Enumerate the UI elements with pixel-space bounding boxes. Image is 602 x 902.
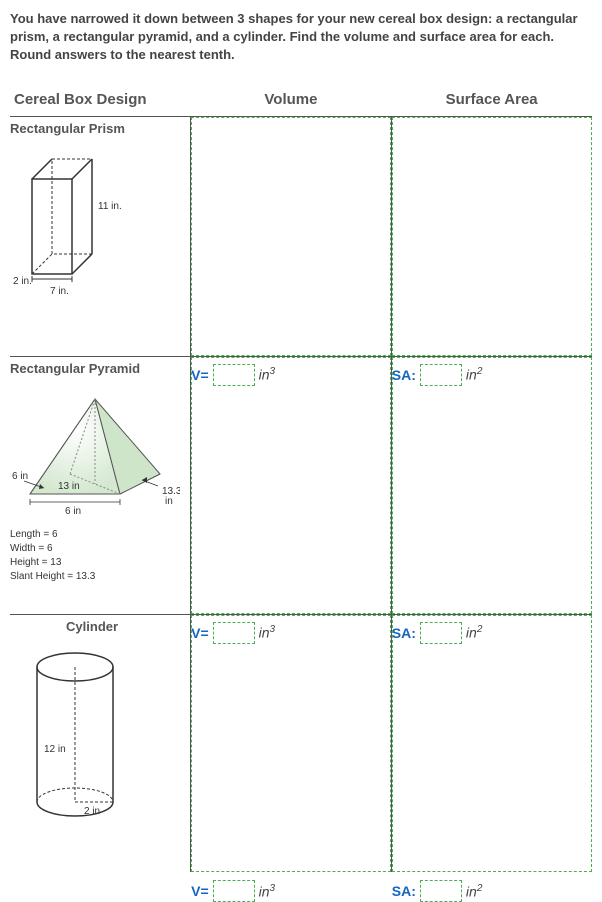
pyramid-dims-list: Length = 6 Width = 6 Height = 13 Slant H… [10,528,190,584]
prism-depth-label: 2 in. [13,276,32,287]
pyramid-slant-txt: Slant Height = 13.3 [10,570,190,584]
v-unit: in3 [259,883,275,900]
header-design: Cereal Box Design [10,83,191,117]
header-surface-area: Surface Area [391,83,592,117]
cylinder-height-label: 12 in [44,744,66,755]
sa-unit: in2 [466,883,482,900]
pyramid-side-b-label: 6 in [65,506,81,517]
prism-diagram: 11 in. 2 in. 7 in. [10,144,160,304]
prism-sa-workbox[interactable] [392,117,592,356]
prism-volume-workbox[interactable] [191,117,391,356]
header-row: Cereal Box Design Volume Surface Area [10,83,592,117]
cylinder-sa-input[interactable] [420,880,462,902]
pyramid-sa-workbox[interactable] [392,357,592,614]
instructions-text: You have narrowed it down between 3 shap… [10,10,592,65]
pyramid-title: Rectangular Pyramid [10,361,190,376]
prism-height-label: 11 in. [98,201,122,212]
prism-width-label: 7 in. [50,286,69,297]
cylinder-title: Cylinder [10,619,190,634]
cylinder-radius-label: 2 in [84,806,100,817]
cylinder-diagram: 12 in 2 in [10,642,150,832]
cylinder-volume-input[interactable] [213,880,255,902]
prism-title: Rectangular Prism [10,121,190,136]
pyramid-height-txt: Height = 13 [10,556,190,570]
pyramid-diagram: 6 in 13 in 13.3in 6 in [10,384,180,524]
cylinder-sa-workbox[interactable] [392,615,592,873]
cylinder-volume-answer: V= in3 [191,880,275,902]
v-prefix: V= [191,883,209,899]
row-cylinder: Cylinder 12 in 2 in [10,614,592,872]
pyramid-slant-label: 13.3in [162,486,180,507]
cylinder-sa-answer: SA: in2 [392,880,483,902]
pyramid-width: Width = 6 [10,542,190,556]
worksheet-table: Cereal Box Design Volume Surface Area Re… [10,83,592,873]
pyramid-volume-workbox[interactable] [191,357,391,614]
cylinder-volume-workbox[interactable] [191,615,391,873]
row-pyramid: Rectangular Pyramid [10,356,592,614]
pyramid-length: Length = 6 [10,528,190,542]
row-prism: Rectangular Prism 11 in. 2 in. 7 in. [10,116,592,356]
sa-prefix: SA: [392,883,416,899]
header-volume: Volume [191,83,392,117]
pyramid-height-label: 13 in [58,481,80,492]
pyramid-side-a-label: 6 in [12,471,28,482]
